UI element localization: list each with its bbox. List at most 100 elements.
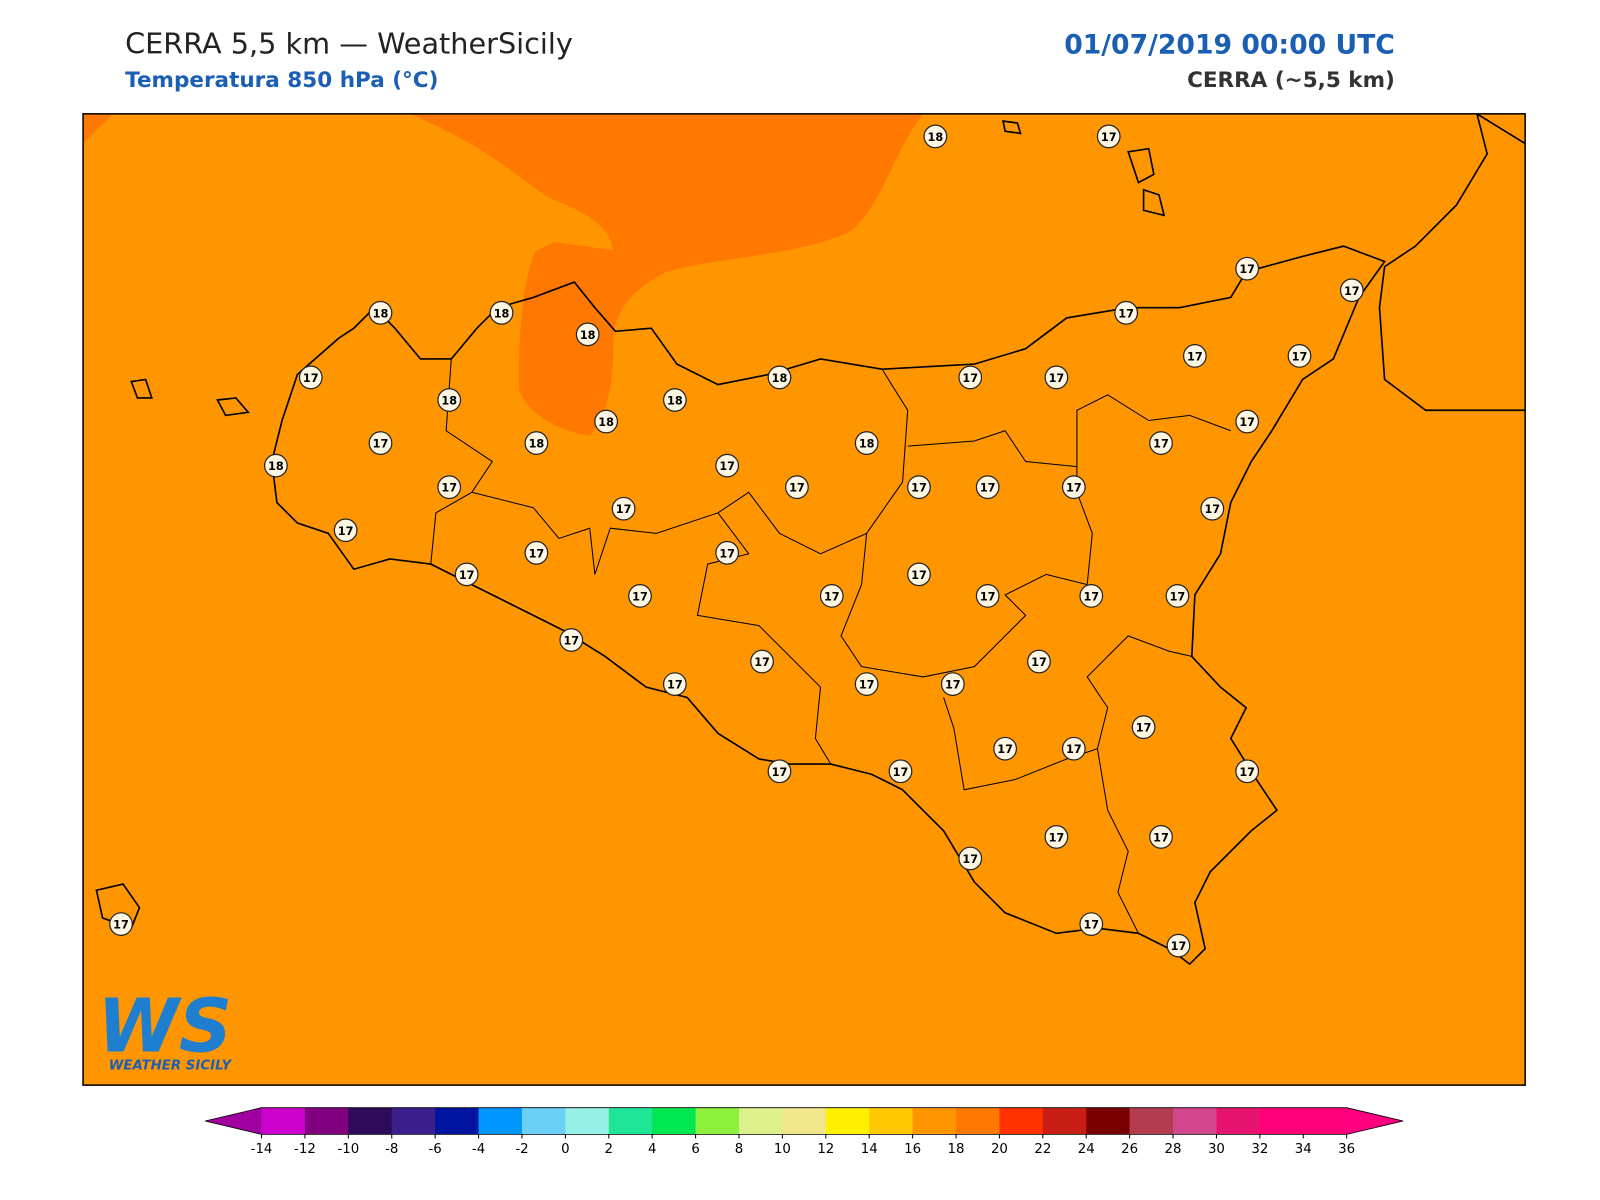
station-marker <box>628 583 652 608</box>
station-marker <box>1131 715 1156 740</box>
station-marker <box>594 409 619 434</box>
station-marker <box>715 453 740 478</box>
station-marker <box>1235 256 1260 281</box>
colorbar-bin <box>1259 1107 1304 1135</box>
station-marker <box>1061 475 1086 500</box>
station-value: 17 <box>338 525 354 538</box>
station-marker <box>437 475 462 500</box>
station: 18 <box>662 388 687 412</box>
station-value: 17 <box>1101 131 1117 144</box>
colorbar-bin <box>348 1107 393 1135</box>
colorbar-bin <box>391 1107 436 1135</box>
station: 18 <box>437 388 462 412</box>
station: 17 <box>993 736 1018 761</box>
station-marker <box>368 431 393 455</box>
station: 17 <box>611 496 636 521</box>
station-value: 17 <box>1187 350 1203 363</box>
station: 17 <box>715 540 740 565</box>
station: 17 <box>750 649 774 674</box>
province-borders <box>430 358 1231 934</box>
colorbar-tick-label: 24 <box>1078 1142 1095 1157</box>
station-value: 17 <box>1049 831 1065 844</box>
colorbar-bin <box>956 1107 1000 1135</box>
station: 17 <box>785 475 809 500</box>
station-value: 17 <box>459 569 475 582</box>
station-marker <box>1165 583 1190 608</box>
colorbar-over <box>1346 1107 1404 1135</box>
colorbar-tick-label: 26 <box>1121 1142 1138 1157</box>
colorbar-tick-label: 0 <box>561 1142 569 1157</box>
station: 18 <box>263 453 288 478</box>
station-marker <box>1027 649 1051 674</box>
station: 17 <box>1149 825 1173 849</box>
colorbar-bin <box>738 1107 783 1135</box>
station-marker <box>454 562 479 587</box>
colorbar-bin <box>999 1107 1044 1135</box>
colorbar-tick-label: 10 <box>774 1142 791 1157</box>
station: 17 <box>298 365 323 390</box>
station: 17 <box>1200 496 1225 521</box>
station-marker <box>958 365 983 390</box>
station-value: 18 <box>859 438 875 451</box>
station-marker <box>1061 736 1086 761</box>
station: 17 <box>1165 583 1190 608</box>
station-value: 17 <box>893 766 909 779</box>
station: 17 <box>1339 278 1364 303</box>
station: 17 <box>1096 124 1121 149</box>
station-value: 18 <box>667 395 683 408</box>
station-marker <box>524 540 549 565</box>
stations: 18 17 17 17 18 18 18 17 17 17 17 17 17 18 18 18 18 17 17 18… <box>109 124 1364 958</box>
station-marker <box>1235 409 1260 434</box>
station-value: 18 <box>441 395 457 408</box>
colorbar-bin <box>1042 1107 1087 1135</box>
station-value: 17 <box>113 919 129 932</box>
station-value: 17 <box>962 372 978 385</box>
station-value: 17 <box>772 766 788 779</box>
station-marker <box>975 583 1000 608</box>
station-marker <box>1079 583 1104 608</box>
station-value: 17 <box>1239 416 1255 429</box>
station: 17 <box>1044 825 1069 849</box>
colorbar-tick-label: -14 <box>251 1142 273 1157</box>
station-value: 18 <box>598 416 614 429</box>
station: 18 <box>767 365 792 390</box>
colorbar-bin <box>695 1107 740 1135</box>
station-marker <box>907 475 931 500</box>
colorbar-tick-label: -10 <box>337 1142 359 1157</box>
station-marker <box>263 453 288 478</box>
station-marker <box>611 496 636 521</box>
colorbar-tick-label: 30 <box>1208 1142 1225 1157</box>
station-marker <box>1149 825 1173 849</box>
field <box>83 113 1526 1086</box>
logo-name: WEATHER SICILY <box>109 1059 233 1074</box>
colorbar-bin <box>304 1107 349 1135</box>
station-value: 18 <box>373 307 389 320</box>
station-value: 17 <box>1153 831 1169 844</box>
station-value: 17 <box>1136 722 1152 735</box>
map <box>83 113 1526 1086</box>
station-value: 18 <box>772 372 788 385</box>
colorbar-tick-label: -8 <box>385 1142 398 1157</box>
station: 18 <box>368 300 393 325</box>
station-value: 17 <box>911 569 927 582</box>
colorbar-bin <box>565 1107 610 1135</box>
station-marker <box>767 365 792 390</box>
station: 17 <box>767 759 792 784</box>
station: 17 <box>1235 409 1260 434</box>
station: 17 <box>819 583 844 608</box>
station-marker <box>1044 825 1069 849</box>
station-value: 17 <box>563 635 579 648</box>
station-marker <box>298 365 323 390</box>
source: CERRA (~5,5 km) <box>1187 68 1395 93</box>
station: 17 <box>437 475 462 500</box>
station-value: 17 <box>1170 590 1186 603</box>
station-marker <box>1096 124 1121 149</box>
station: 17 <box>1182 343 1207 368</box>
subtitle: Temperatura 850 hPa (°C) <box>125 68 438 93</box>
station: 17 <box>109 912 133 936</box>
colorbar-tick-label: 20 <box>991 1142 1008 1157</box>
station: 17 <box>1287 343 1312 368</box>
station-marker <box>1200 496 1225 521</box>
colorbar-tick-label: -4 <box>472 1142 485 1157</box>
